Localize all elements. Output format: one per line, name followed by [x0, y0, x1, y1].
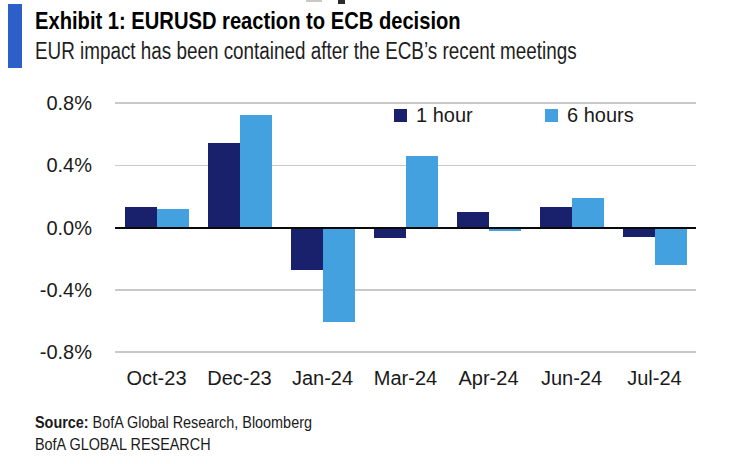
- x-tick-label: Jun-24: [530, 366, 613, 390]
- legend-label-1-hour: 1 hour: [416, 104, 473, 127]
- bar-1-hour-Jul-24: [623, 228, 655, 237]
- y-tick-label: 0.0%: [14, 216, 92, 240]
- source-line: Source: BofA Global Research, Bloomberg: [35, 412, 312, 434]
- brand-line: BofA GLOBAL RESEARCH: [35, 434, 312, 456]
- gridline: [115, 289, 696, 291]
- x-tick-label: Dec-23: [198, 366, 281, 390]
- legend-swatch-6-hours: [545, 109, 558, 122]
- source-text: BofA Global Research, Bloomberg: [89, 414, 312, 431]
- exhibit-subtitle: EUR impact has been contained after the …: [35, 38, 577, 65]
- bar-6-hours-Jan-24: [323, 228, 355, 323]
- x-tick-label: Jul-24: [613, 366, 696, 390]
- exhibit-accent-bar: [8, 4, 22, 68]
- x-tick-label: Mar-24: [364, 366, 447, 390]
- bar-1-hour-Dec-23: [208, 143, 240, 227]
- bar-1-hour-Apr-24: [457, 212, 489, 228]
- zero-axis-line: [115, 227, 696, 229]
- bar-1-hour-Jan-24: [291, 228, 323, 270]
- bar-1-hour-Oct-23: [125, 207, 157, 227]
- cropped-text-artifact: [306, 0, 322, 2]
- bar-6-hours-Jul-24: [655, 228, 687, 265]
- exhibit-title: Exhibit 1: EURUSD reaction to ECB decisi…: [35, 7, 461, 35]
- x-tick-label: Oct-23: [115, 366, 198, 390]
- legend-item-6-hours: 6 hours: [545, 103, 634, 127]
- y-tick-label: 0.4%: [14, 153, 92, 177]
- x-tick-label: Apr-24: [447, 366, 530, 390]
- gridline: [115, 351, 696, 353]
- y-tick-label: 0.8%: [14, 91, 92, 115]
- legend-swatch-1-hour: [394, 109, 407, 122]
- bar-6-hours-Dec-23: [240, 115, 272, 227]
- bar-6-hours-Mar-24: [406, 156, 438, 228]
- cropped-text-artifact: [338, 0, 345, 4]
- bar-6-hours-Jun-24: [572, 198, 604, 228]
- y-tick-label: -0.8%: [14, 340, 92, 364]
- chart-footer: Source: BofA Global Research, Bloomberg …: [35, 412, 312, 456]
- bar-6-hours-Oct-23: [157, 209, 189, 228]
- legend-item-1-hour: 1 hour: [394, 103, 473, 127]
- bar-1-hour-Jun-24: [540, 207, 572, 227]
- x-tick-label: Jan-24: [281, 366, 364, 390]
- y-axis-labels: 0.8%0.4%0.0%-0.4%-0.8%: [14, 103, 92, 352]
- bar-1-hour-Mar-24: [374, 228, 406, 239]
- exhibit-page: Exhibit 1: EURUSD reaction to ECB decisi…: [0, 0, 730, 464]
- source-label: Source:: [35, 414, 89, 431]
- legend-label-6-hours: 6 hours: [567, 104, 634, 127]
- y-tick-label: -0.4%: [14, 278, 92, 302]
- bar-chart-plot-area: [115, 103, 696, 352]
- x-axis-labels: Oct-23Dec-23Jan-24Mar-24Apr-24Jun-24Jul-…: [115, 366, 696, 392]
